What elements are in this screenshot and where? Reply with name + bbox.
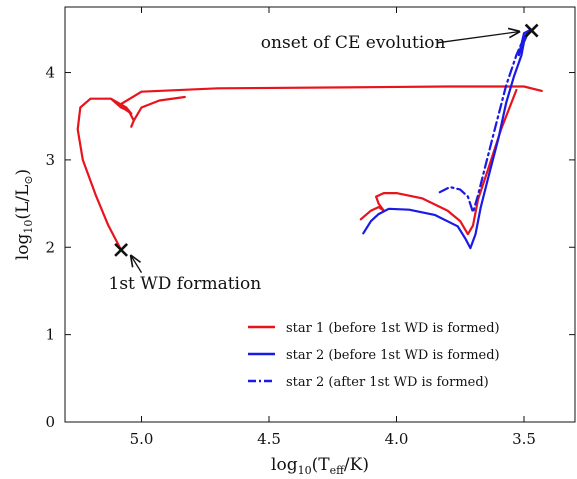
x-axis-label-main: log [271, 455, 298, 475]
series-line-5 [438, 29, 531, 214]
x-axis-label-sub2: eff [330, 464, 346, 477]
y-tick-label: 3 [45, 151, 55, 169]
annot-ce-onset: onset of CE evolution [261, 33, 446, 53]
x-tick-label: 4.5 [257, 430, 281, 448]
legend-label-1: star 1 (before 1st WD is formed) [286, 321, 500, 336]
tick-layer: 5.0 4.5 4.0 3.5 0 1 2 3 4 [45, 7, 575, 448]
data-curves [76, 29, 543, 251]
y-axis-label-rest: (L/L [13, 185, 33, 220]
y-tick-label: 4 [45, 64, 55, 82]
series-line-2 [120, 85, 543, 106]
legend-label-3: star 2 (after 1st WD is formed) [286, 375, 489, 390]
x-tick-label: 3.5 [512, 430, 536, 448]
x-tick-label: 4.0 [385, 430, 409, 448]
plot-frame [64, 6, 576, 423]
x-tick-label: 5.0 [130, 430, 154, 448]
annot-1st-wd: 1st WD formation [109, 274, 262, 294]
y-tick-label: 1 [45, 326, 55, 344]
annot-arrow-1st-wd [131, 256, 143, 273]
y-tick-label: 2 [45, 238, 55, 256]
cross-ce-onset [524, 23, 539, 38]
annot-arrow-ce-onset [437, 32, 519, 44]
y-axis-label-sub: 10 [22, 220, 35, 234]
y-axis-label-main: log [13, 234, 33, 261]
y-axis-label: log10(L/L⊙) [13, 169, 35, 260]
cross-1st-wd [114, 242, 129, 257]
x-axis-label-rest: (T [312, 455, 331, 475]
annotation-layer: 1st WD formation onset of CE evolution [109, 32, 520, 294]
series-line-3 [359, 88, 518, 236]
marker-layer [114, 23, 539, 257]
x-axis-label-sub: 10 [298, 464, 312, 477]
y-tick-label: 0 [45, 413, 55, 431]
series-line-1 [76, 95, 186, 251]
x-axis-label: log10(Teff/K) [271, 455, 369, 477]
series-line-4 [362, 29, 531, 250]
legend-label-2: star 2 (before 1st WD is formed) [286, 348, 500, 363]
y-axis-label-sub2: ⊙ [22, 175, 35, 184]
x-axis-label-tail: /K) [344, 455, 369, 475]
legend: star 1 (before 1st WD is formed) star 2 (… [248, 321, 500, 390]
y-axis-label-tail: ) [13, 169, 33, 176]
